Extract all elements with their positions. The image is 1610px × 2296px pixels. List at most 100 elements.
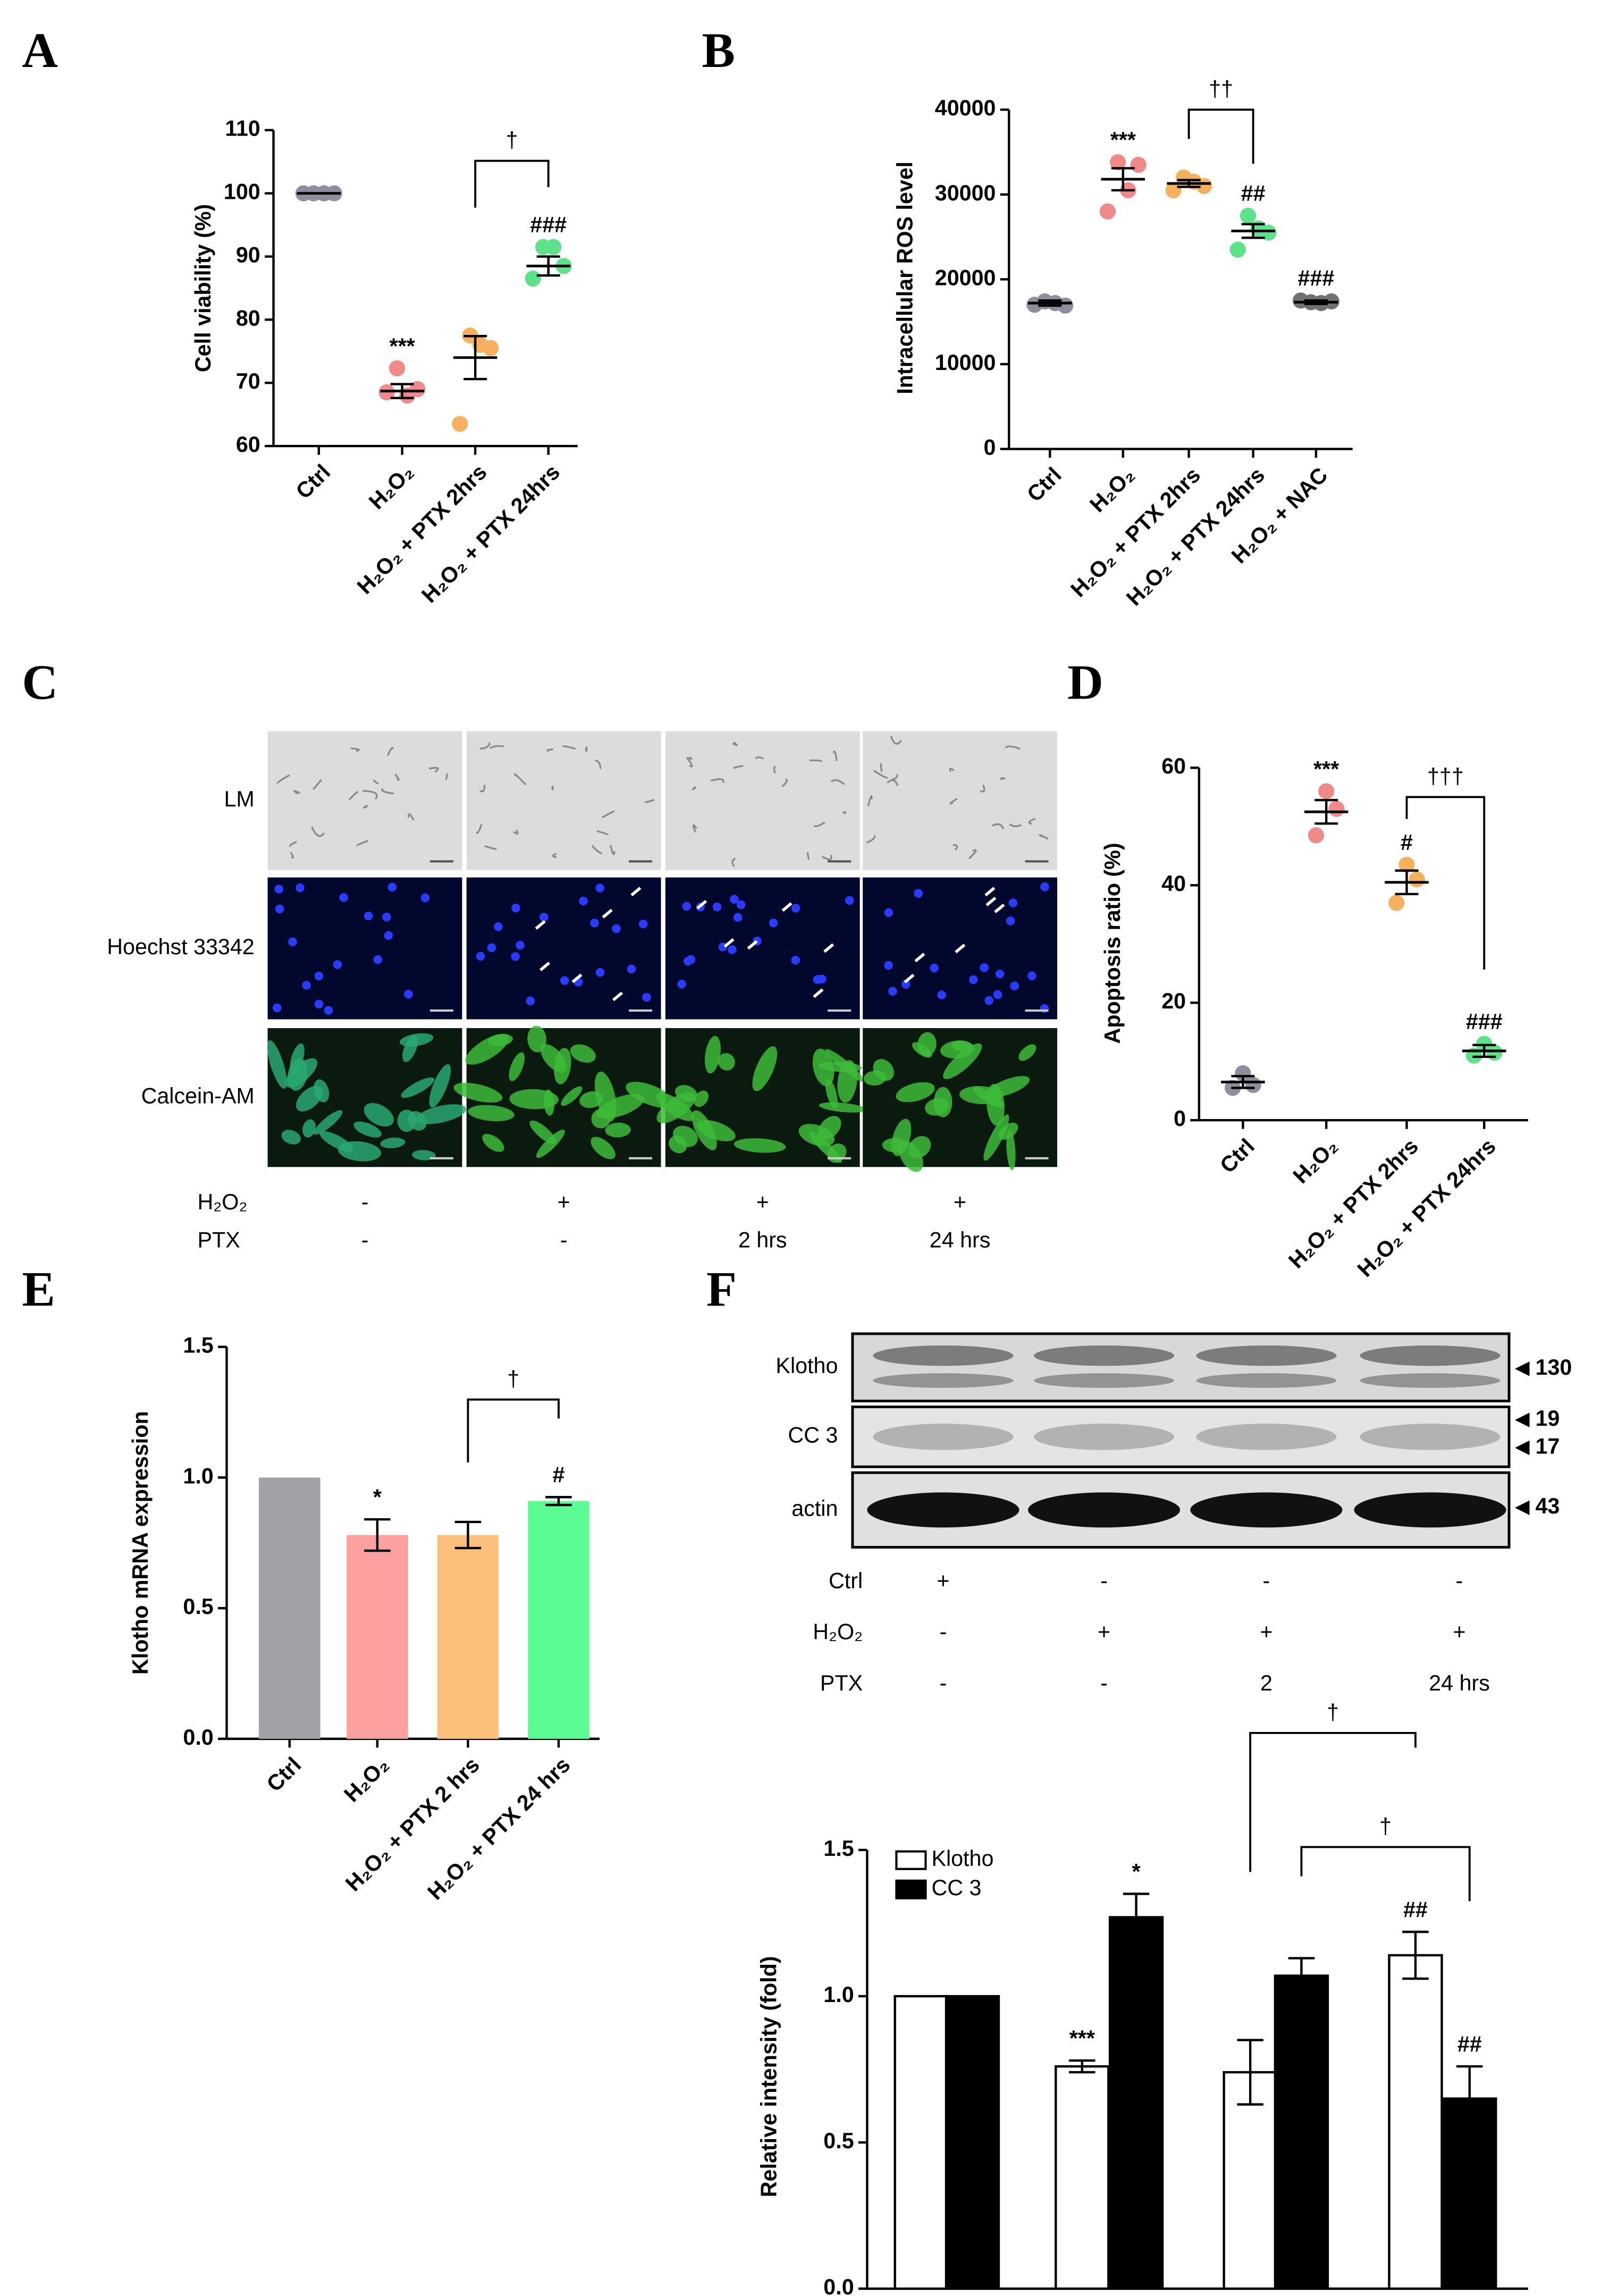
data-point [1099, 203, 1116, 220]
nucleus [769, 918, 778, 928]
cell [696, 1120, 736, 1141]
condition-cell: - [560, 1227, 568, 1252]
y-tick-label: 0 [984, 435, 996, 459]
cell [686, 756, 693, 768]
arrow [539, 962, 551, 972]
cell [733, 765, 744, 769]
bracket-label: ††† [1427, 764, 1464, 788]
y-tick-label: 1.5 [823, 1836, 854, 1861]
bracket [474, 159, 550, 208]
band [1196, 1345, 1337, 1366]
cell [482, 1133, 504, 1152]
significance: * [373, 1485, 382, 1509]
cell [917, 1032, 937, 1056]
cell [806, 852, 810, 860]
x-tick-label: Ctrl [262, 1752, 306, 1796]
y-tick-label: 80 [236, 306, 260, 330]
cell [314, 1110, 343, 1135]
row-label: LM [224, 787, 254, 811]
cell [999, 777, 1006, 780]
data-point [389, 360, 406, 376]
error-bar [463, 335, 487, 381]
nucleus [494, 922, 503, 931]
nucleus [487, 943, 496, 953]
cell [773, 766, 776, 774]
x-tick-label: H₂O₂ + PTX 24hrs [417, 460, 564, 608]
nucleus [1027, 971, 1036, 980]
error-bar [1038, 299, 1062, 307]
significance: *** [1313, 757, 1339, 781]
nucleus [984, 996, 993, 1005]
cell [570, 1044, 596, 1063]
blot-label: actin [791, 1496, 838, 1520]
nucleus [364, 911, 373, 921]
cell [468, 1105, 515, 1122]
bracket [1405, 796, 1486, 970]
cell [591, 1137, 616, 1159]
nucleus [914, 889, 923, 898]
significance: ### [530, 213, 567, 237]
nucleus [382, 912, 391, 922]
cell [819, 1102, 866, 1113]
y-tick-label: 40 [1161, 871, 1186, 896]
nucleus [1008, 898, 1018, 907]
cell [402, 1035, 418, 1062]
cell [980, 784, 985, 793]
cell [718, 1053, 735, 1071]
cell [509, 1052, 525, 1081]
band [1190, 1492, 1343, 1528]
cell [428, 767, 439, 773]
cell [949, 797, 958, 805]
band [1034, 1373, 1175, 1388]
nucleus [476, 952, 485, 961]
nucleus [682, 902, 692, 911]
band [1034, 1345, 1175, 1366]
cell [552, 853, 557, 859]
error-bar [364, 1518, 391, 1552]
marker-label: 130 [1536, 1355, 1572, 1380]
cell [536, 1129, 565, 1158]
blot-label: CC 3 [788, 1423, 838, 1448]
nucleus [884, 908, 893, 917]
bracket-label: † [507, 1367, 519, 1391]
x-tick-label: Ctrl [291, 460, 335, 504]
y-tick-label: 1.0 [183, 1464, 213, 1488]
nucleus [1006, 916, 1015, 926]
nucleus [404, 989, 413, 999]
cell [813, 821, 825, 827]
cell [281, 1130, 301, 1145]
y-tick-label: 20 [1161, 989, 1186, 1013]
arrow [955, 944, 966, 954]
cell [348, 791, 358, 801]
arrow [781, 902, 793, 912]
nucleus [595, 968, 605, 977]
cell [429, 1064, 451, 1108]
condition-cell: - [1263, 1568, 1270, 1593]
cell [755, 756, 764, 760]
nucleus [642, 993, 651, 1002]
cell [983, 1114, 1009, 1161]
cell [863, 1070, 887, 1086]
error-bar [1177, 179, 1201, 188]
band [1360, 1345, 1501, 1366]
cell [887, 779, 899, 786]
error-bar [1472, 1044, 1496, 1058]
error-bar [454, 1520, 482, 1550]
bracket [1187, 108, 1254, 164]
data-point [1388, 895, 1405, 911]
y-axis-label: Cell viability (%) [191, 204, 215, 372]
cell [314, 1079, 330, 1103]
nucleus [579, 896, 588, 906]
cell [694, 1090, 709, 1107]
marker-arrow [1515, 1361, 1530, 1376]
cell [890, 735, 902, 745]
nucleus [387, 882, 397, 892]
arrow [904, 973, 915, 983]
cell [940, 1040, 974, 1059]
error-bar [545, 1496, 572, 1507]
cell [489, 745, 504, 750]
significance: ## [1241, 181, 1266, 206]
nucleus [930, 963, 939, 973]
bracket [1300, 1846, 1471, 1902]
cell [289, 840, 297, 847]
